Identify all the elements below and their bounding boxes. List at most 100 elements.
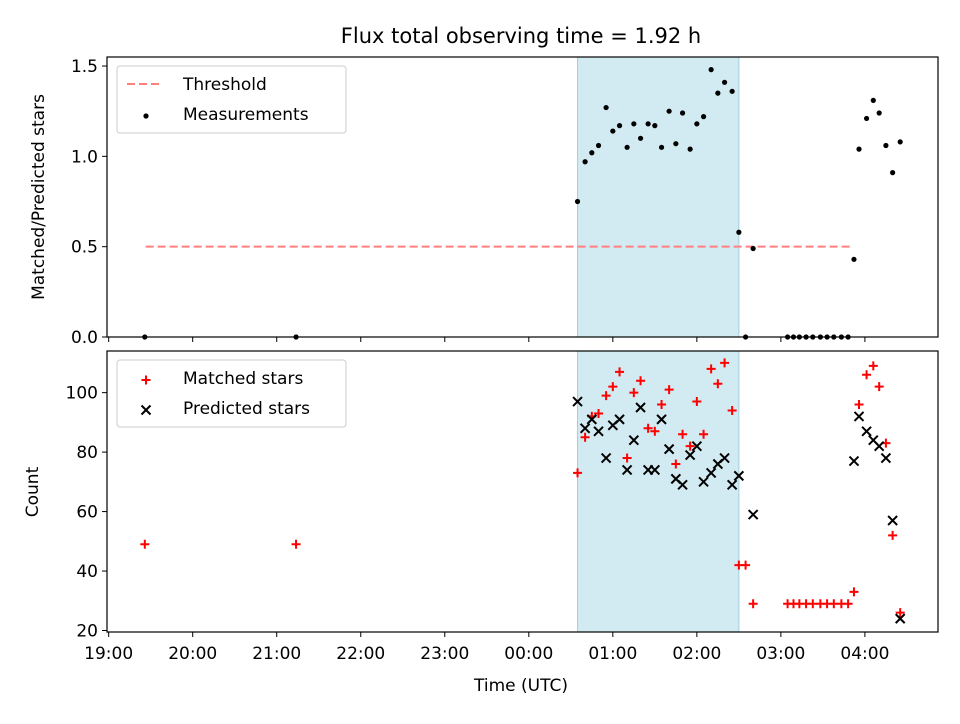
matched-stars-point <box>650 426 660 436</box>
measurements-point <box>603 104 609 111</box>
legend-label: Measurements <box>183 105 309 125</box>
y-tick-label: 80 <box>76 443 98 463</box>
matched-stars-point <box>573 468 583 478</box>
measurements-point <box>736 229 742 235</box>
predicted-stars-point <box>677 479 688 491</box>
predicted-stars-point <box>663 443 675 455</box>
matched-stars-point <box>895 608 905 618</box>
matched-stars-point <box>727 405 737 415</box>
matched-stars-point <box>140 539 150 549</box>
predicted-stars-point <box>698 476 709 488</box>
predicted-stars-point <box>656 414 667 425</box>
matched-stars-point <box>868 361 878 371</box>
matched-stars-point <box>629 388 639 398</box>
legend-box <box>116 359 347 428</box>
legend-label: Threshold <box>182 75 267 95</box>
predicted-stars-point <box>726 479 738 491</box>
measurements-point <box>679 110 686 116</box>
x-tick-label: 02:00 <box>672 644 721 664</box>
bottom-panel: 20 40 60 80 100 19:00 20:00 21:00 22:00 23:00 00:0… <box>66 350 939 664</box>
x-tick-label: 20:00 <box>168 644 217 664</box>
predicted-stars-point <box>848 455 860 467</box>
measurements-point <box>863 115 870 122</box>
measurements-point <box>595 142 602 149</box>
predicted-stars-point <box>880 452 892 464</box>
chart-title: Flux total observing time = 1.92 h <box>341 24 701 48</box>
matched-stars-point <box>699 429 709 439</box>
x-tick-label: 03:00 <box>756 644 805 664</box>
legend-plus-swatch <box>141 375 151 385</box>
predicted-stars-point <box>861 426 872 437</box>
predicted-stars-point <box>593 426 604 437</box>
matched-stars-point <box>706 364 716 374</box>
bottom-y-axis-label: Count <box>23 466 43 517</box>
x-tick-label: 04:00 <box>840 644 889 664</box>
x-tick-label: 22:00 <box>336 644 385 664</box>
predicted-stars-point <box>621 464 633 476</box>
legend-box <box>116 65 347 134</box>
measurements-point <box>589 150 595 156</box>
measurements-point <box>750 245 756 252</box>
predicted-stars-point <box>635 402 646 413</box>
matched-stars-point <box>671 459 681 469</box>
predicted-stars-point <box>887 515 898 526</box>
measurements-point <box>870 97 876 103</box>
matched-stars-point <box>601 391 611 401</box>
matched-stars-point <box>888 530 898 540</box>
predicted-stars-point <box>572 396 583 407</box>
observing-window-span <box>577 56 740 338</box>
matched-stars-point <box>741 560 751 570</box>
y-tick-label: 20 <box>76 622 98 642</box>
measurements-point <box>883 142 889 149</box>
top-legend: Threshold Measurements <box>116 65 347 134</box>
y-tick-label: 1.5 <box>71 57 98 77</box>
matched-stars-point <box>657 400 667 410</box>
measurements-point <box>637 135 644 141</box>
measurements-point <box>708 67 714 73</box>
predicted-stars-point <box>853 411 865 422</box>
y-tick-label: 100 <box>66 384 98 404</box>
observing-window-span <box>577 350 740 633</box>
matched-stars-point <box>636 376 646 386</box>
x-tick-label: 01:00 <box>588 644 637 664</box>
measurements-point <box>624 144 630 150</box>
measurements-point <box>687 146 693 152</box>
top-panel: 0.0 0.5 1.0 1.5 Threshold Measurements <box>71 56 939 348</box>
predicted-stars-point <box>894 613 906 624</box>
matched-stars-point <box>615 367 625 377</box>
measurements-point <box>666 108 672 114</box>
x-tick-label: 23:00 <box>420 644 469 664</box>
measurements-point <box>851 256 857 262</box>
matched-stars-point <box>664 385 674 395</box>
measurements-point <box>616 123 623 129</box>
matched-stars-point <box>849 587 859 597</box>
measurements-point <box>856 146 862 152</box>
y-tick-label: 0.0 <box>71 328 98 348</box>
y-tick-label: 60 <box>76 503 98 523</box>
matched-stars-point <box>580 432 590 442</box>
y-tick-label: 1.0 <box>71 147 98 167</box>
matched-stars-point <box>748 599 758 609</box>
predicted-stars-point <box>747 509 759 520</box>
legend-dot-swatch <box>143 113 149 119</box>
measurements-point <box>658 144 665 150</box>
predicted-stars-point <box>684 449 696 461</box>
matched-stars-point <box>643 423 653 433</box>
x-tick-label: 19:00 <box>84 644 133 664</box>
predicted-stars-point <box>579 423 591 434</box>
x-tick-label: 00:00 <box>504 644 553 664</box>
matched-stars-point <box>692 397 702 407</box>
bottom-legend: Matched stars Predicted stars <box>116 359 347 428</box>
bottom-axes-frame <box>106 350 939 633</box>
measurements-point <box>890 170 896 176</box>
measurements-point <box>610 128 616 134</box>
predicted-stars-point <box>586 414 598 425</box>
matched-stars-point <box>829 599 839 609</box>
matched-stars-point <box>808 599 818 609</box>
legend-label: Predicted stars <box>183 399 310 419</box>
measurements-point <box>897 139 903 145</box>
top-axes-frame <box>106 56 939 338</box>
legend-x-swatch <box>140 404 152 416</box>
